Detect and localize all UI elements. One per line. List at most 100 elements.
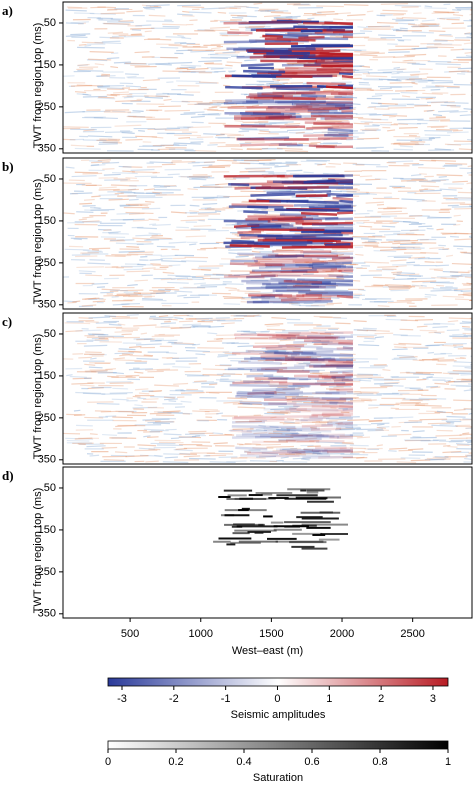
texture-stroke xyxy=(274,357,335,362)
texture-stroke xyxy=(216,159,237,162)
texture-stroke xyxy=(426,109,433,112)
texture-stroke xyxy=(286,418,299,421)
texture-stroke xyxy=(280,92,305,95)
texture-stroke xyxy=(122,295,143,297)
texture-stroke xyxy=(289,385,304,388)
x-tick-label: -1 xyxy=(221,693,231,705)
texture-stroke xyxy=(272,180,354,185)
texture-stroke xyxy=(72,300,81,303)
texture-stroke xyxy=(258,265,314,270)
texture-stroke xyxy=(294,452,302,455)
texture-stroke xyxy=(247,395,274,398)
texture-stroke xyxy=(105,415,117,418)
texture-stroke xyxy=(364,337,376,340)
texture-stroke xyxy=(328,359,354,364)
texture-stroke xyxy=(336,383,354,387)
texture-stroke xyxy=(401,399,423,402)
texture-stroke xyxy=(366,193,377,196)
texture-stroke xyxy=(434,331,442,334)
texture-stroke xyxy=(304,437,318,440)
texture-stroke xyxy=(172,366,191,368)
texture-stroke xyxy=(110,239,135,241)
texture-stroke xyxy=(201,7,226,10)
texture-stroke xyxy=(234,5,249,8)
texture-stroke xyxy=(231,203,294,207)
texture-stroke xyxy=(265,263,313,268)
texture-stroke xyxy=(105,368,116,371)
texture-stroke xyxy=(222,373,243,376)
texture-stroke xyxy=(331,256,354,261)
texture-stroke xyxy=(145,200,155,203)
texture-stroke xyxy=(424,5,433,8)
texture-stroke xyxy=(119,204,139,207)
texture-stroke xyxy=(183,111,205,114)
texture-stroke xyxy=(280,269,343,274)
texture-stroke xyxy=(185,235,206,238)
y-tick-label: 250 xyxy=(38,101,56,113)
texture-stroke xyxy=(458,293,473,296)
texture-stroke xyxy=(70,84,93,87)
texture-stroke xyxy=(262,164,279,167)
texture-stroke xyxy=(111,35,126,38)
texture-stroke xyxy=(78,356,92,359)
texture-stroke xyxy=(153,184,171,187)
texture-stroke xyxy=(215,183,230,186)
texture-stroke xyxy=(408,214,423,217)
texture-stroke xyxy=(417,23,440,26)
texture-stroke xyxy=(411,280,437,283)
texture-stroke xyxy=(445,254,454,257)
texture-stroke xyxy=(188,175,213,178)
texture-stroke xyxy=(71,382,94,385)
x-tick-label: 0 xyxy=(105,756,111,768)
texture-stroke xyxy=(338,416,360,418)
texture-stroke xyxy=(304,103,313,105)
texture-stroke xyxy=(432,114,443,117)
texture-stroke xyxy=(340,190,357,193)
texture-stroke xyxy=(358,288,366,292)
texture-stroke xyxy=(134,51,150,54)
texture-stroke xyxy=(335,322,351,325)
texture-stroke xyxy=(316,433,354,438)
texture-stroke xyxy=(330,267,354,271)
x-tick-label: 3 xyxy=(430,693,436,705)
texture-stroke xyxy=(277,254,297,257)
texture-stroke xyxy=(287,449,351,453)
texture-stroke xyxy=(125,73,139,76)
y-axis-label: TWT from region top (ms) xyxy=(32,179,44,305)
texture-stroke xyxy=(108,198,129,201)
texture-stroke xyxy=(342,361,370,364)
texture-stroke xyxy=(333,379,354,383)
texture-stroke xyxy=(398,421,419,424)
texture-stroke xyxy=(226,460,247,463)
texture-stroke xyxy=(281,432,297,435)
texture-stroke xyxy=(170,326,192,330)
texture-stroke xyxy=(310,282,330,285)
texture-stroke xyxy=(448,317,473,320)
texture-stroke xyxy=(326,399,347,402)
texture-stroke xyxy=(388,51,410,54)
texture-stroke xyxy=(418,225,433,228)
texture-stroke xyxy=(166,352,178,354)
texture-stroke xyxy=(315,60,354,65)
texture-stroke xyxy=(86,339,109,342)
texture-stroke xyxy=(315,108,326,111)
texture-stroke xyxy=(148,218,160,221)
texture-stroke xyxy=(440,104,461,107)
texture-stroke xyxy=(393,123,409,126)
texture-stroke xyxy=(320,296,340,299)
texture-stroke xyxy=(291,44,354,48)
texture-stroke xyxy=(229,262,285,267)
texture-stroke xyxy=(427,125,448,128)
texture-stroke xyxy=(137,444,157,447)
texture-stroke xyxy=(178,320,193,323)
texture-stroke xyxy=(460,379,473,382)
texture-stroke xyxy=(387,255,413,258)
texture-stroke xyxy=(287,32,354,36)
texture-stroke xyxy=(130,168,155,171)
texture-stroke xyxy=(270,408,297,411)
texture-stroke xyxy=(189,210,199,213)
texture-stroke xyxy=(237,290,261,293)
texture-stroke xyxy=(144,30,152,33)
texture-stroke xyxy=(225,85,263,90)
texture-stroke xyxy=(262,282,337,286)
